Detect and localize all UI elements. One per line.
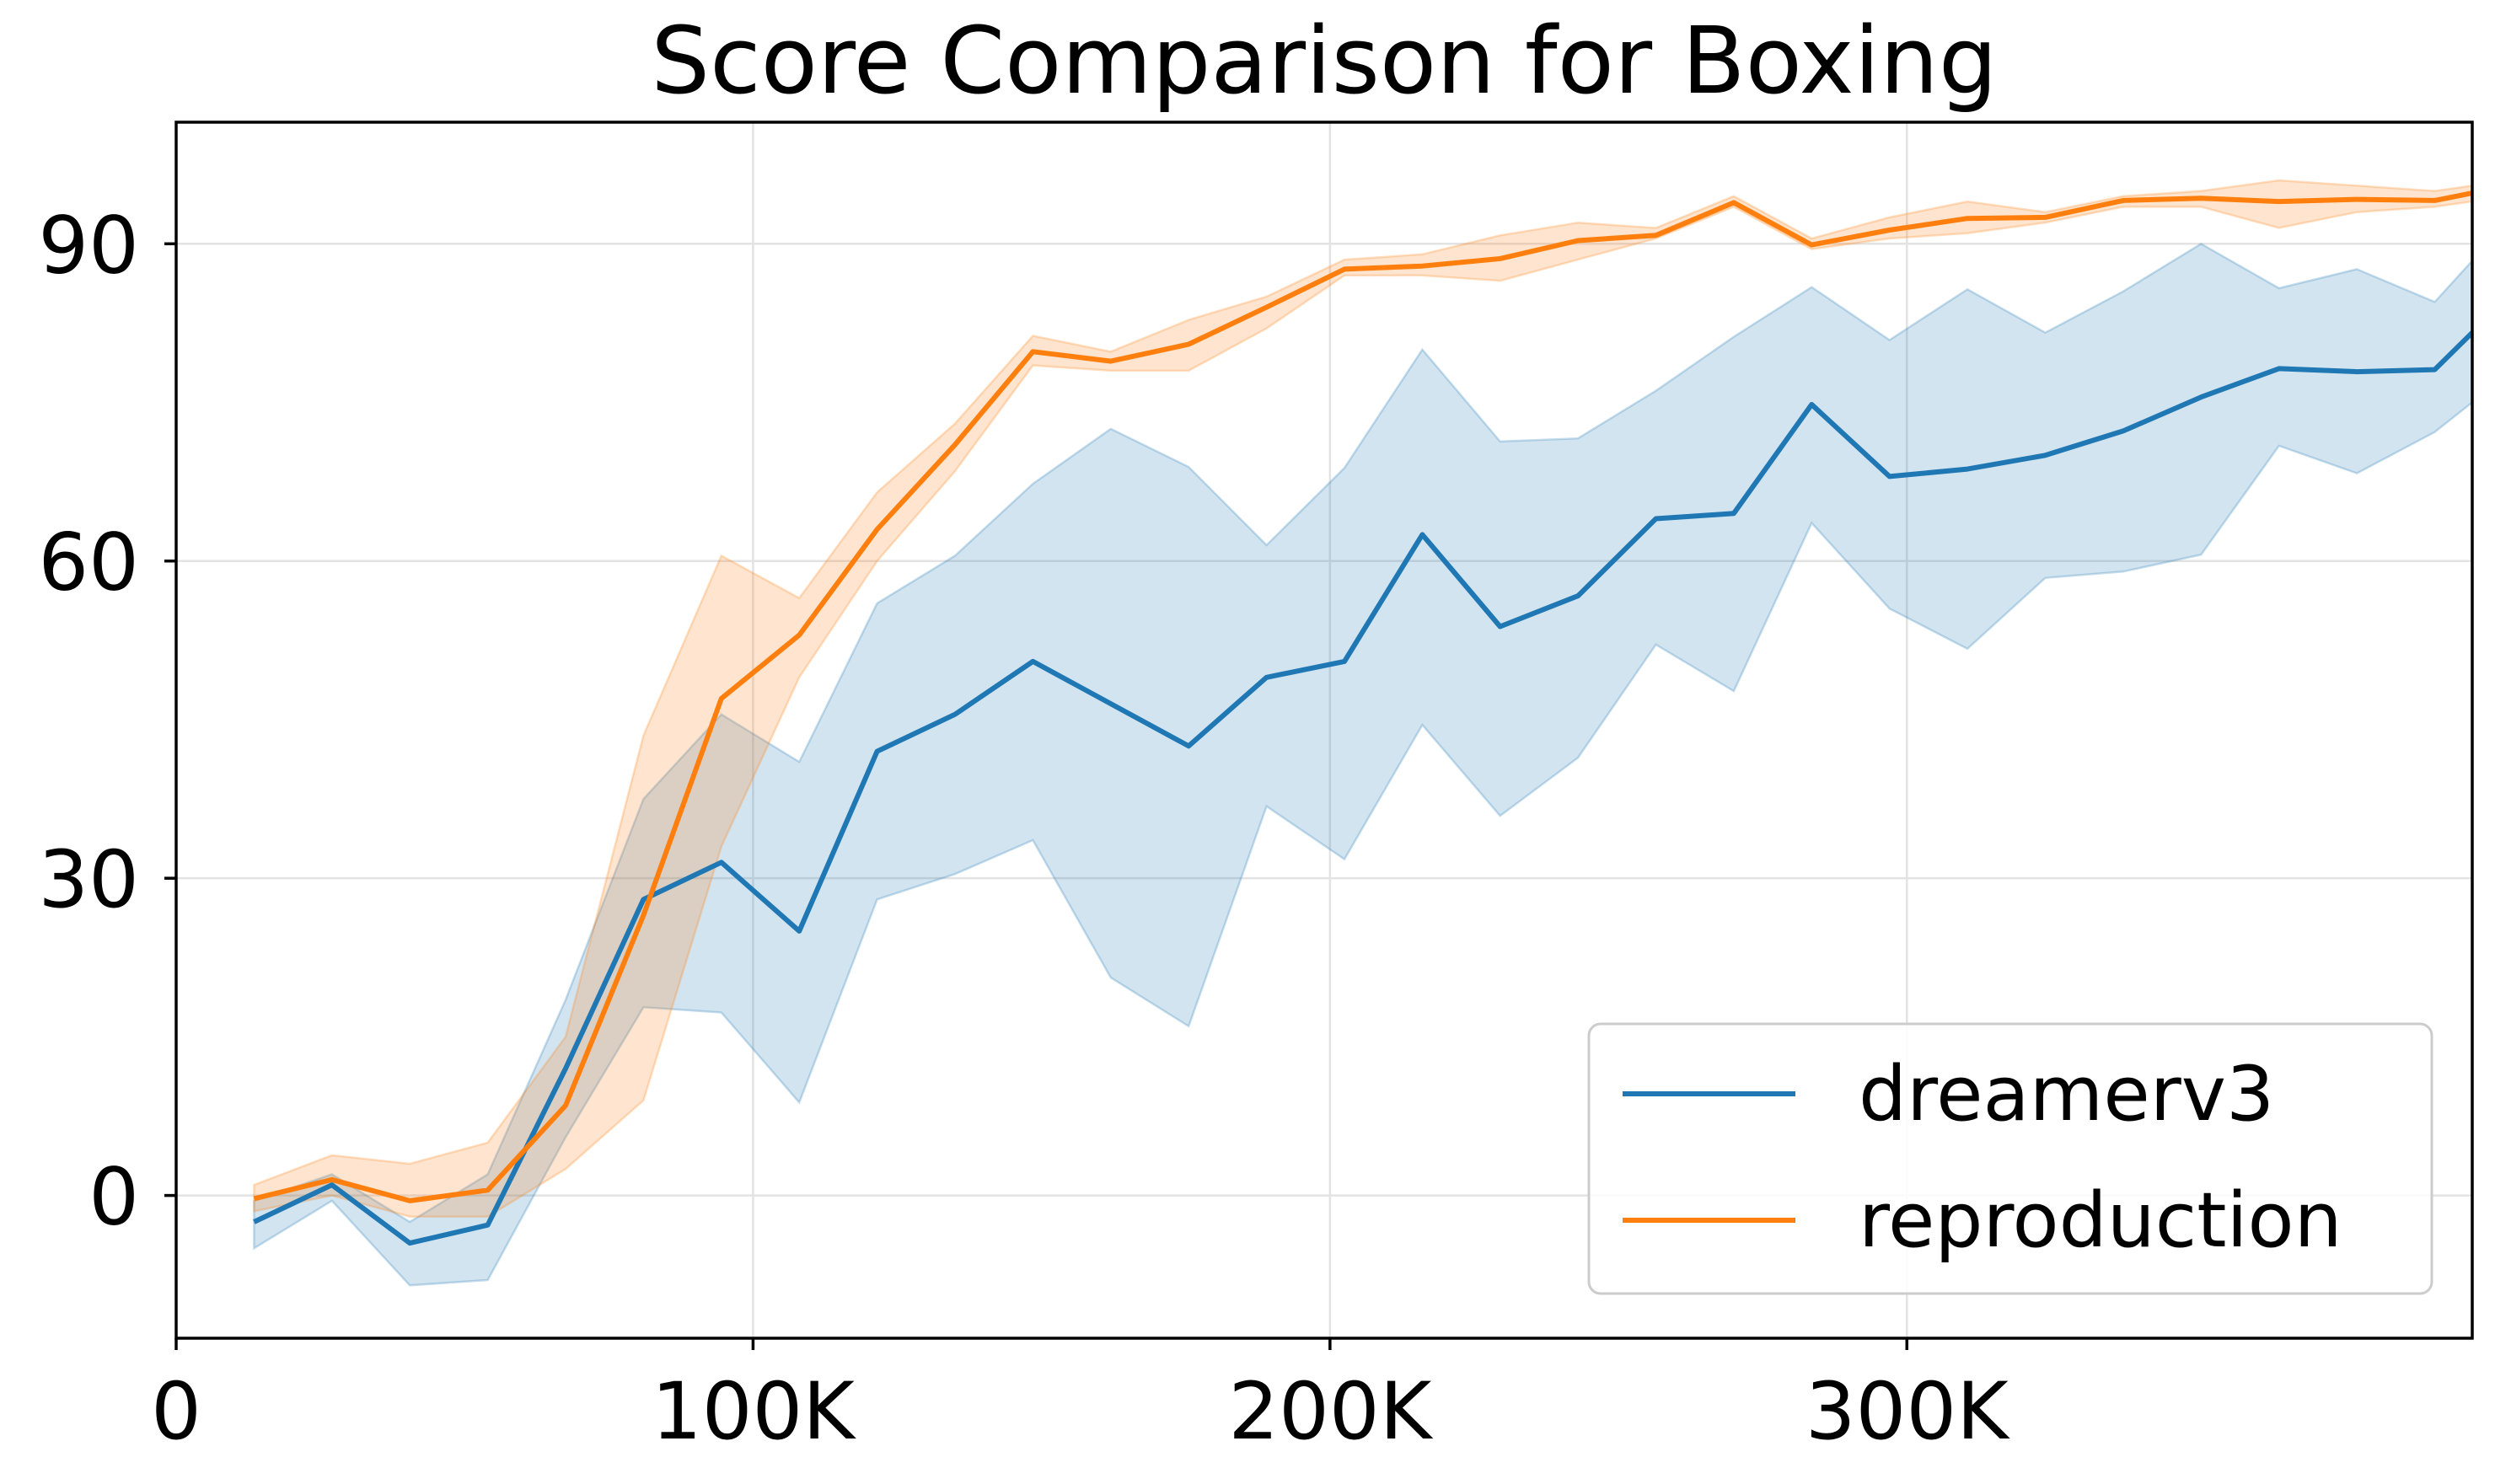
plot-frame: [174, 121, 2474, 1340]
legend-label-reproduction: reproduction: [1859, 1176, 2342, 1265]
legend-label-dreamerv3: dreamerv3: [1859, 1050, 2274, 1138]
series-lines: [253, 190, 2475, 1246]
chart-title: Score Comparison for Boxing: [651, 7, 1997, 115]
axis-ticks: 0 100K 200K 300K 0 30 60 90: [38, 200, 2010, 1458]
y-tick-label: 60: [38, 517, 139, 609]
legend-box: [1587, 1022, 2433, 1295]
x-tick-label: 100K: [652, 1366, 856, 1458]
reproduction-line: [253, 190, 2473, 1203]
y-tick-label: 90: [38, 200, 139, 292]
dreamerv3-line: [253, 330, 2475, 1246]
x-tick-label: 300K: [1806, 1366, 2010, 1458]
x-tick-label: 0: [151, 1366, 201, 1458]
legend: dreamerv3 reproduction: [1587, 1022, 2433, 1295]
y-tick-label: 30: [38, 834, 139, 926]
x-tick-label: 200K: [1228, 1366, 1433, 1458]
y-tick-label: 0: [89, 1152, 139, 1244]
